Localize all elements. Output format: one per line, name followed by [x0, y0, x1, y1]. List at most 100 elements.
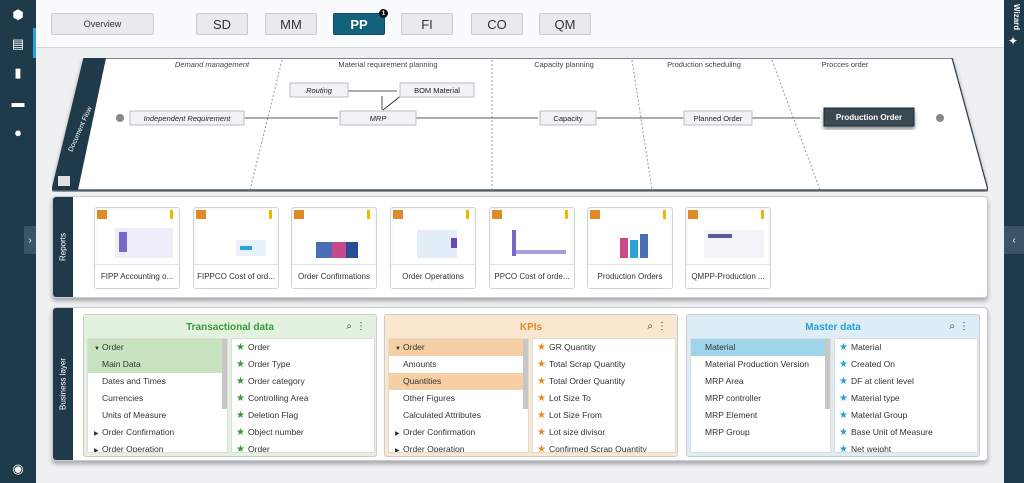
- tree-item[interactable]: MRP Area: [691, 373, 830, 390]
- search-icon[interactable]: ⌕: [949, 321, 955, 332]
- tree-item[interactable]: MRP Element: [691, 407, 830, 424]
- report-thumbnail: [688, 210, 768, 264]
- field-item[interactable]: ★ Order Type: [232, 356, 374, 373]
- field-item[interactable]: ★ Material type: [835, 390, 977, 407]
- tab-fi[interactable]: FI: [401, 13, 453, 35]
- collapse-right-panel-button[interactable]: ‹: [1004, 226, 1024, 254]
- field-item[interactable]: ★ Object number: [232, 424, 374, 441]
- sparkle-icon[interactable]: ✦: [1008, 34, 1019, 48]
- search-icon[interactable]: ⌕: [647, 321, 653, 332]
- report-card[interactable]: FIPPCO Cost of ord...: [193, 207, 279, 289]
- field-item[interactable]: ★ Lot size divisor: [533, 424, 675, 441]
- tree-item[interactable]: ▶ Order Operation: [88, 441, 227, 453]
- scrollbar[interactable]: [523, 339, 528, 409]
- document-flow: Document Flow Demand management Material…: [52, 58, 988, 192]
- tree-item[interactable]: Amounts: [389, 356, 528, 373]
- column-scheduling: Production scheduling: [667, 60, 741, 69]
- caret-right-icon[interactable]: ▶: [395, 448, 400, 453]
- tree-item[interactable]: Material Production Version: [691, 356, 830, 373]
- report-thumbnail: [590, 210, 670, 264]
- tab-co[interactable]: CO: [471, 13, 523, 35]
- report-card[interactable]: Order Operations: [390, 207, 476, 289]
- star-icon: ★: [236, 410, 245, 421]
- caret-right-icon[interactable]: ▶: [94, 431, 99, 437]
- tree-item[interactable]: ▶ Order Confirmation: [389, 424, 528, 441]
- report-thumbnail: [492, 210, 572, 264]
- field-item[interactable]: ★ Lot Size To: [533, 390, 675, 407]
- tree-item[interactable]: Currencies: [88, 390, 227, 407]
- module-toolbar: Overview SD MM PP 1 FI CO QM: [36, 0, 1004, 48]
- column-mrp: Material requirement planning: [338, 60, 437, 69]
- report-card[interactable]: Order Confirmations: [291, 207, 377, 289]
- field-item[interactable]: ★ Deletion Flag: [232, 407, 374, 424]
- tree-item[interactable]: ▶ Order Confirmation: [88, 424, 227, 441]
- expand-sidebar-button[interactable]: ›: [24, 226, 36, 254]
- scrollbar[interactable]: [825, 339, 830, 409]
- scrollbar[interactable]: [222, 339, 227, 409]
- report-card[interactable]: FIPP Accounting o...: [94, 207, 180, 289]
- field-item[interactable]: ★ Order: [232, 441, 374, 452]
- reports-section: Reports FIPP Accounting o... FIPPCO Cost…: [52, 196, 988, 298]
- report-thumbnail: [393, 210, 473, 264]
- tree-item-label: Main Data: [102, 359, 141, 369]
- field-item[interactable]: ★ Net weight: [835, 441, 977, 452]
- tab-sd[interactable]: SD: [196, 13, 248, 35]
- tab-pp[interactable]: PP 1: [333, 9, 388, 35]
- field-label: Deletion Flag: [248, 410, 299, 420]
- tree-item[interactable]: Other Figures: [389, 390, 528, 407]
- report-card[interactable]: Production Orders: [587, 207, 673, 289]
- scroll-right-icon: [936, 114, 944, 122]
- field-item[interactable]: ★ Material Group: [835, 407, 977, 424]
- tree-item-label: Material Production Version: [705, 359, 809, 369]
- caret-down-icon[interactable]: ▼: [94, 346, 100, 352]
- tree-item[interactable]: MRP controller: [691, 390, 830, 407]
- cloud-icon[interactable]: ●: [14, 124, 22, 140]
- tree-item[interactable]: ▼ Order: [88, 339, 227, 356]
- tree-item[interactable]: ▼ Order: [389, 339, 528, 356]
- more-icon[interactable]: ⋮: [356, 321, 366, 332]
- field-item[interactable]: ★ Total Order Quantity: [533, 373, 675, 390]
- field-item[interactable]: ★ Confirmed Scrap Quantity: [533, 441, 675, 452]
- transactional-title: Transactional data: [186, 321, 274, 333]
- search-icon[interactable]: ⌕: [346, 321, 352, 332]
- more-icon[interactable]: ⋮: [657, 321, 667, 332]
- book-icon[interactable]: ▤: [11, 36, 25, 51]
- column-capacity: Capacity planning: [534, 60, 594, 69]
- field-item[interactable]: ★ Lot Size From: [533, 407, 675, 424]
- field-label: Material: [851, 342, 882, 352]
- tree-item[interactable]: Dates and Times: [88, 373, 227, 390]
- chart-icon[interactable]: ▮: [14, 65, 22, 80]
- tab-mm[interactable]: MM: [265, 13, 317, 35]
- tree-item[interactable]: MRP Group: [691, 424, 830, 441]
- report-card[interactable]: PPCO Cost of orde...: [489, 207, 575, 289]
- tree-item[interactable]: Units of Measure: [88, 407, 227, 424]
- wizard-label[interactable]: Wizard: [1012, 4, 1021, 31]
- box-icon[interactable]: ⬢: [12, 7, 24, 22]
- folder-icon[interactable]: ▬: [11, 94, 25, 110]
- caret-down-icon[interactable]: ▼: [395, 346, 401, 352]
- field-item[interactable]: ★ GR Quantity: [533, 339, 675, 356]
- business-layer-section: Business layer Transactional data ⌕ ⋮ ▼ O…: [52, 307, 988, 461]
- field-item[interactable]: ★ Base Unit of Measure: [835, 424, 977, 441]
- field-item[interactable]: ★ Controlling Area: [232, 390, 374, 407]
- report-card[interactable]: QMPP-Production ...: [685, 207, 771, 289]
- tree-item[interactable]: ▶ Order Operation: [389, 441, 528, 453]
- tree-item-label: Other Figures: [403, 393, 455, 403]
- field-item[interactable]: ★ Created On: [835, 356, 977, 373]
- field-item[interactable]: ★ DF at client level: [835, 373, 977, 390]
- user-icon[interactable]: ◉: [12, 461, 24, 476]
- tab-qm[interactable]: QM: [539, 13, 591, 35]
- more-icon[interactable]: ⋮: [959, 321, 969, 332]
- field-item[interactable]: ★ Material: [835, 339, 977, 356]
- tree-item[interactable]: Quantities: [389, 373, 528, 390]
- caret-right-icon[interactable]: ▶: [395, 431, 400, 437]
- tree-item[interactable]: Material: [691, 339, 830, 356]
- tree-item[interactable]: Calculated Attributes: [389, 407, 528, 424]
- overview-button[interactable]: Overview: [51, 13, 154, 35]
- field-item[interactable]: ★ Order: [232, 339, 374, 356]
- field-label: GR Quantity: [549, 342, 596, 352]
- tree-item[interactable]: Main Data: [88, 356, 227, 373]
- caret-right-icon[interactable]: ▶: [94, 448, 99, 453]
- field-item[interactable]: ★ Total Scrap Quantity: [533, 356, 675, 373]
- field-item[interactable]: ★ Order category: [232, 373, 374, 390]
